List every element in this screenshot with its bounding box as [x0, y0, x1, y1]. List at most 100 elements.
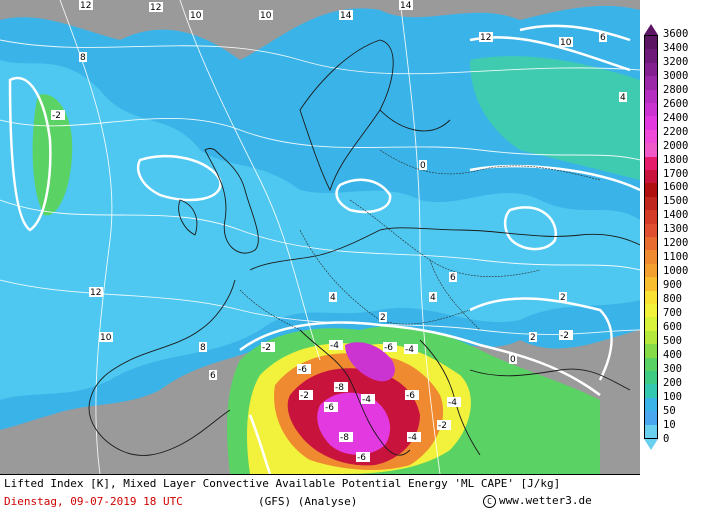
legend-label: 1500	[663, 195, 689, 208]
legend-swatch	[645, 210, 657, 225]
legend-label: 1400	[663, 209, 689, 222]
li-field-light	[0, 60, 640, 400]
legend-swatch	[645, 290, 657, 305]
lifted-index-label: 14	[339, 10, 353, 21]
isobars	[0, 0, 640, 474]
lifted-index-label: -2	[261, 342, 275, 353]
legend-label: 600	[663, 320, 682, 333]
svg-text:14: 14	[340, 11, 352, 21]
legend-swatch	[645, 424, 657, 439]
svg-text:4: 4	[620, 93, 626, 103]
lifted-index-label: -4	[407, 432, 421, 443]
legend-label: 800	[663, 293, 682, 306]
legend-swatch	[645, 36, 657, 50]
lifted-index-label: 10	[189, 10, 203, 21]
cape-color-legend: 3600 3400 3200 3000 2800 2600 2400 2200 2000 1800…	[643, 24, 704, 462]
lifted-index-label: 0	[509, 354, 517, 365]
legend-swatch	[645, 330, 657, 345]
lifted-index-label: 10	[259, 10, 273, 21]
copyright-icon: C	[483, 495, 496, 508]
svg-text:-8: -8	[340, 433, 349, 443]
lifted-index-label: 6	[449, 272, 457, 283]
svg-text:6: 6	[450, 273, 456, 283]
svg-text:12: 12	[90, 288, 101, 298]
legend-swatch	[645, 116, 657, 131]
svg-text:4: 4	[330, 293, 336, 303]
legend-swatch	[645, 170, 657, 184]
lifted-index-label: 12	[79, 0, 93, 11]
svg-text:2: 2	[530, 333, 536, 343]
svg-text:-4: -4	[362, 395, 371, 405]
legend-swatch	[645, 129, 657, 144]
svg-text:-8: -8	[335, 383, 344, 393]
svg-text:-2: -2	[438, 421, 447, 431]
weather-map: 12 12 10 10 14 14 12 10 6 4 8 -2 -2 -4 -6 -8 -6 -4 -6 -4 -2-…	[0, 0, 640, 474]
legend-label: 10	[663, 418, 676, 431]
lifted-index-label: -4	[329, 340, 343, 351]
lifted-index-label: 14	[399, 0, 413, 11]
svg-text:6: 6	[600, 33, 606, 43]
legend-swatch	[645, 183, 657, 198]
legend-color-bar	[644, 35, 658, 439]
legend-swatch	[645, 317, 657, 332]
legend-swatch	[645, 49, 657, 64]
svg-text:-2: -2	[262, 343, 271, 353]
legend-swatch	[645, 397, 657, 412]
legend-swatch	[645, 62, 657, 77]
legend-label: 1800	[663, 153, 689, 166]
li-contours	[8, 24, 640, 474]
legend-label: 3200	[663, 55, 689, 68]
lifted-index-label: -6	[356, 452, 370, 463]
legend-swatch	[645, 304, 657, 318]
legend-label: 1200	[663, 237, 689, 250]
map-footer: Lifted Index [K], Mixed Layer Convective…	[0, 474, 640, 514]
legend-arrow-up-icon	[644, 24, 658, 35]
legend-arrow-down-icon	[644, 439, 658, 450]
legend-swatch	[645, 357, 657, 372]
lifted-index-label: 2	[559, 292, 567, 303]
lifted-index-label: -2	[559, 330, 573, 341]
legend-label: 2600	[663, 97, 689, 110]
svg-text:6: 6	[210, 371, 216, 381]
legend-swatch	[645, 411, 657, 426]
svg-text:0: 0	[510, 355, 516, 365]
svg-text:-2: -2	[52, 111, 61, 121]
lifted-index-label: -4	[404, 344, 418, 355]
legend-swatch	[645, 371, 657, 385]
svg-text:14: 14	[400, 1, 412, 11]
lifted-index-label: -8	[334, 382, 348, 393]
lifted-index-label: 4	[429, 292, 437, 303]
legend-label: 1600	[663, 181, 689, 194]
site-url: www.wetter3.de	[499, 494, 592, 507]
legend-swatch	[645, 143, 657, 158]
li-field-green-east	[470, 56, 640, 180]
legend-swatch	[645, 263, 657, 278]
lifted-index-label: 8	[79, 52, 87, 63]
svg-text:-2: -2	[300, 391, 309, 401]
svg-text:-6: -6	[406, 391, 415, 401]
svg-text:10: 10	[260, 11, 272, 21]
legend-label: 1700	[663, 167, 689, 180]
model-run: (GFS) (Analyse)	[258, 495, 358, 508]
legend-label: 2800	[663, 83, 689, 96]
legend-label: 300	[663, 362, 682, 375]
lifted-index-label: 8	[199, 342, 207, 353]
grey-zone-sw	[0, 407, 220, 474]
lifted-index-label: 12	[479, 32, 493, 43]
svg-text:-4: -4	[408, 433, 417, 443]
legend-label: 700	[663, 307, 682, 319]
legend-label: 200	[663, 376, 682, 389]
legend-swatch	[645, 196, 657, 211]
legend-label: 1300	[663, 223, 689, 236]
svg-text:8: 8	[200, 343, 206, 353]
svg-text:10: 10	[190, 11, 202, 21]
legend-swatch	[645, 223, 657, 238]
lifted-index-label: -4	[361, 394, 375, 405]
lifted-index-label: -6	[405, 390, 419, 401]
lifted-index-label: 10	[99, 332, 113, 343]
svg-text:-4: -4	[405, 345, 414, 355]
legend-swatch	[645, 76, 657, 91]
cape-magenta-north	[345, 342, 395, 382]
